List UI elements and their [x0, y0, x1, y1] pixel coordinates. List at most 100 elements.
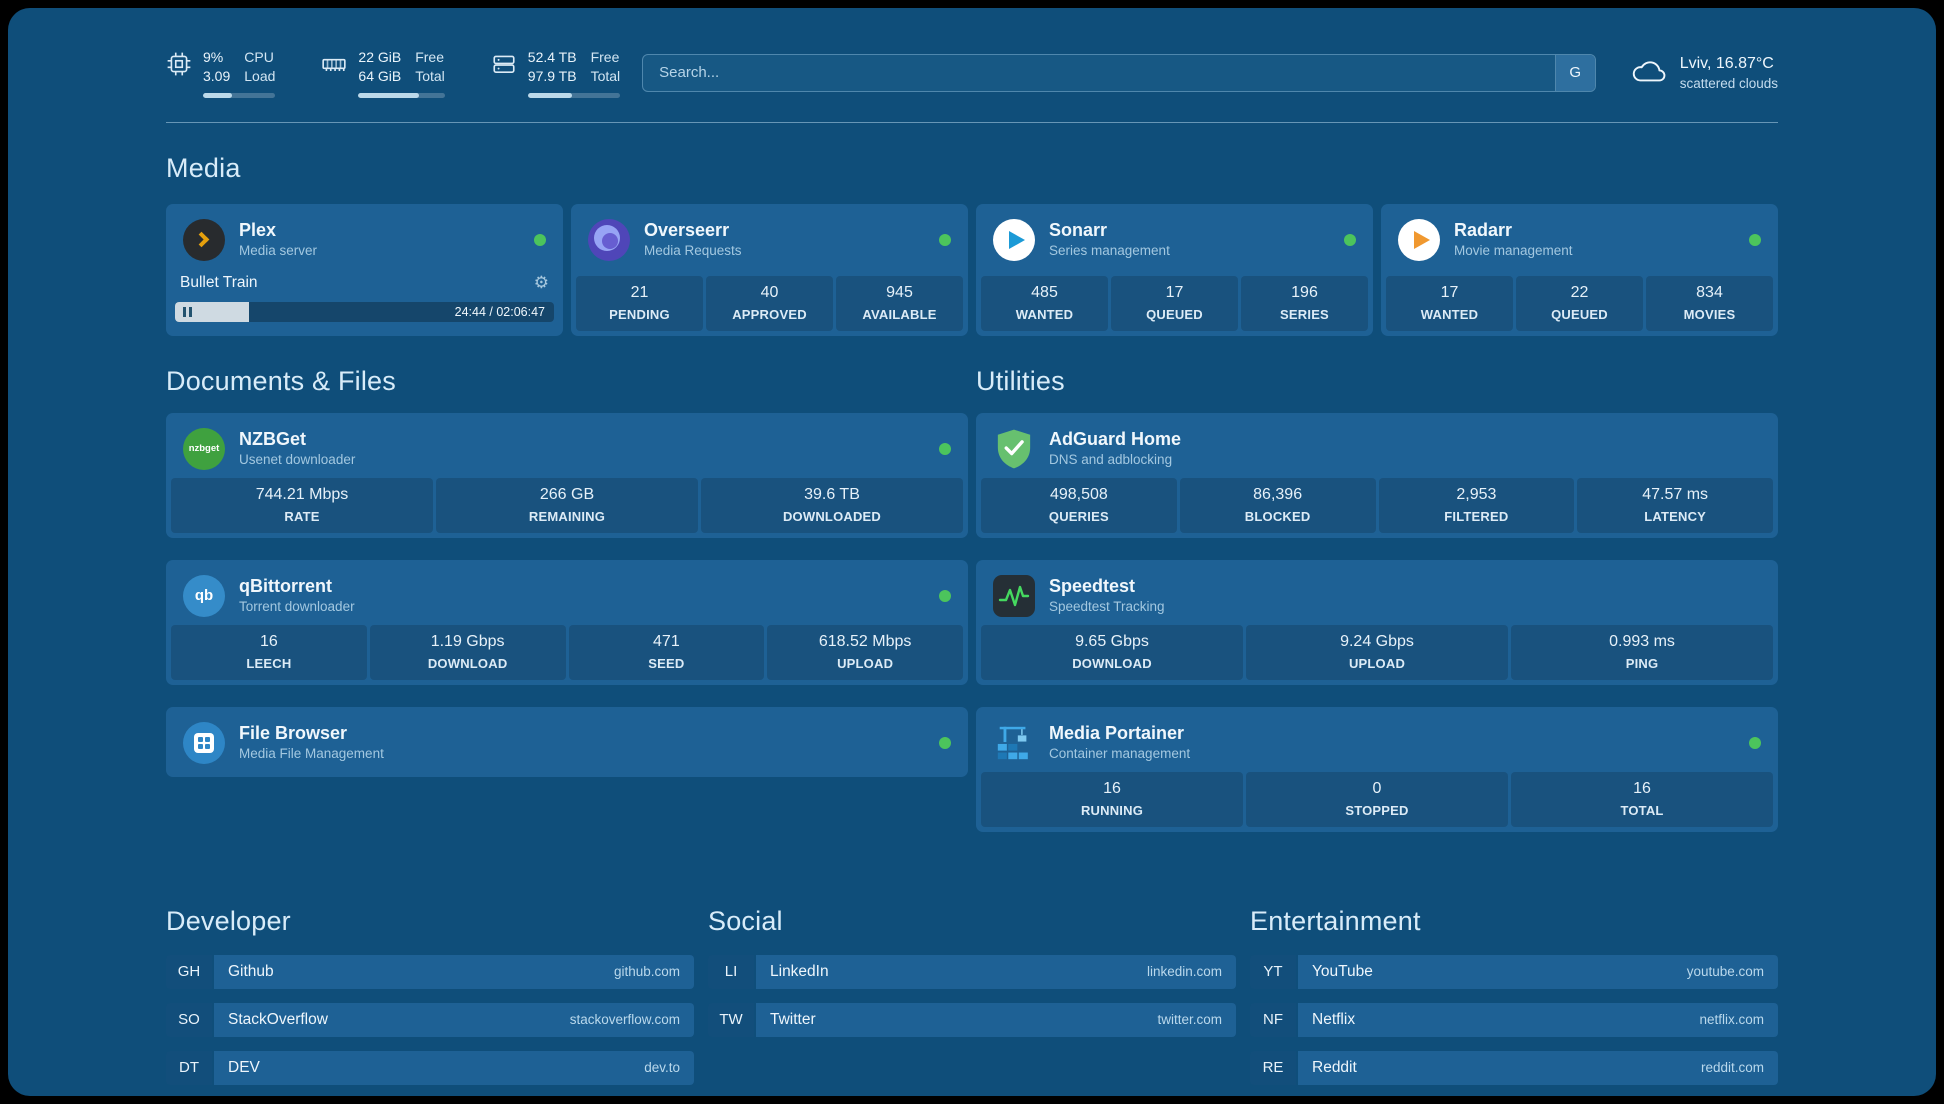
status-dot [939, 589, 951, 602]
bookmark-github[interactable]: GH Github github.com [166, 954, 694, 989]
service-stats: 485 WANTED 17 QUEUED 196 SERIES [981, 275, 1368, 331]
service-card-portainer[interactable]: Media Portainer Container management 16 … [976, 706, 1778, 832]
service-stats: 744.21 Mbps RATE 266 GB REMAINING 39.6 T… [171, 477, 963, 533]
stat-running: 16 RUNNING [981, 771, 1243, 827]
bookmark-twitter[interactable]: TW Twitter twitter.com [708, 1002, 1236, 1037]
disk-metric-body: 52.4 TB 97.9 TB Free Total [527, 48, 621, 98]
bookmark-stackoverflow[interactable]: SO StackOverflow stackoverflow.com [166, 1002, 694, 1037]
ram-icon [321, 51, 347, 82]
bookmark-url: youtube.com [1686, 964, 1764, 980]
stat-queued: 22 QUEUED [1516, 275, 1643, 331]
status-dot [534, 233, 546, 246]
ram-total-value: 64 GiB [358, 68, 402, 85]
service-card-speedtest[interactable]: Speedtest Speedtest Tracking 9.65 Gbps D… [976, 559, 1778, 685]
weather-condition: scattered clouds [1679, 75, 1778, 91]
stat-remaining: 266 GB REMAINING [436, 477, 698, 533]
service-card-radarr[interactable]: Radarr Movie management 17 WANTED 22 QUE… [1381, 203, 1778, 336]
bookmark-name: DEV [228, 1058, 260, 1076]
service-subtitle: Usenet downloader [239, 452, 356, 468]
stat-wanted: 485 WANTED [981, 275, 1108, 331]
service-card-sonarr[interactable]: Sonarr Series management 485 WANTED 17 Q… [976, 203, 1373, 336]
service-card-filebrowser[interactable]: File Browser Media File Management [166, 706, 968, 777]
status-dot [939, 233, 951, 246]
search-input[interactable] [643, 54, 1555, 91]
service-name: Plex [239, 220, 277, 241]
overseerr-icon [588, 218, 630, 261]
disk-free-value: 52.4 TB [527, 49, 577, 65]
stat-available: 945 AVAILABLE [836, 275, 963, 331]
bookmark-linkedin[interactable]: LI LinkedIn linkedin.com [708, 954, 1236, 989]
bookmark-name: YouTube [1312, 962, 1373, 980]
adguard-icon [993, 428, 1035, 470]
service-name: Speedtest [1049, 576, 1136, 597]
service-subtitle: DNS and adblocking [1049, 452, 1173, 468]
bookmark-abbr: YT [1250, 954, 1296, 989]
cpu-loadavg-value: 3.09 [203, 68, 231, 85]
service-stats: 9.65 Gbps DOWNLOAD 9.24 Gbps UPLOAD 0.99… [981, 624, 1773, 680]
service-card-plex[interactable]: Plex Media server Bullet Train ⚙ 24:44 /… [166, 203, 563, 336]
stat-series: 196 SERIES [1241, 275, 1368, 331]
bookmark-name: Twitter [770, 1010, 816, 1028]
cpu-load-label: Load [244, 68, 276, 85]
now-playing-row: Bullet Train ⚙ [171, 269, 558, 293]
section-utilities: Utilities AdGuard Home DNS and adblocki [976, 366, 1778, 854]
bookmark-reddit[interactable]: RE Reddit reddit.com [1250, 1050, 1778, 1085]
service-card-adguard[interactable]: AdGuard Home DNS and adblocking 498,508 … [976, 412, 1778, 538]
status-dot [1749, 233, 1761, 246]
disk-free-label: Free [590, 49, 620, 65]
stat-wanted: 17 WANTED [1386, 275, 1513, 331]
search-engine-button[interactable]: G [1554, 54, 1595, 91]
bookmarks-entertainment: Entertainment YT YouTube youtube.com NF … [1250, 906, 1778, 1096]
ram-free-label: Free [415, 49, 445, 65]
speedtest-icon [993, 574, 1035, 617]
topbar: 9% 3.09 CPU Load [166, 48, 1778, 98]
disk-total-label: Total [590, 68, 621, 85]
weather-widget[interactable]: Lviv, 16.87°C scattered clouds [1630, 55, 1778, 91]
stat-filtered: 2,953 FILTERED [1378, 477, 1575, 533]
bookmark-abbr: TW [708, 1002, 754, 1037]
section-title-social: Social [708, 905, 783, 936]
bookmark-url: dev.to [644, 1060, 680, 1076]
pause-icon[interactable] [183, 306, 192, 317]
service-name: Media Portainer [1049, 723, 1185, 744]
bookmark-youtube[interactable]: YT YouTube youtube.com [1250, 954, 1778, 989]
disk-total-value: 97.9 TB [527, 68, 577, 85]
service-subtitle: Media Requests [644, 243, 742, 259]
stat-rate: 744.21 Mbps RATE [171, 477, 433, 533]
section-title-entertainment: Entertainment [1250, 905, 1421, 936]
service-subtitle: Series management [1049, 243, 1170, 259]
ram-metric: 22 GiB 64 GiB Free Total [321, 48, 445, 98]
service-card-qbittorrent[interactable]: qb qBittorrent Torrent downloader 16 LEE… [166, 559, 968, 685]
plex-icon [183, 218, 225, 261]
service-name: AdGuard Home [1049, 429, 1182, 450]
service-stats: 16 RUNNING 0 STOPPED 16 TOTAL [981, 771, 1773, 827]
section-media: Media Plex Media server Bullet Train [166, 153, 1778, 336]
weather-location: Lviv, 16.87°C [1679, 54, 1774, 72]
service-subtitle: Movie management [1454, 243, 1573, 259]
bookmark-abbr: RE [1250, 1050, 1296, 1085]
stat-total: 16 TOTAL [1511, 771, 1773, 827]
service-card-overseerr[interactable]: Overseerr Media Requests 21 PENDING 40 A… [571, 203, 968, 336]
bookmark-dev[interactable]: DT DEV dev.to [166, 1050, 694, 1085]
now-playing-title: Bullet Train [180, 273, 258, 291]
gear-icon[interactable]: ⚙ [533, 272, 549, 292]
cpu-progress-bar [203, 92, 276, 98]
service-subtitle: Media File Management [239, 746, 384, 762]
ram-free-value: 22 GiB [358, 49, 402, 65]
bookmark-name: Netflix [1312, 1010, 1356, 1028]
section-title-utilities: Utilities [976, 365, 1065, 396]
service-name: qBittorrent [239, 576, 332, 597]
status-dot [939, 736, 951, 749]
cloud-icon [1630, 55, 1668, 90]
status-dot [939, 442, 951, 455]
cpu-icon [166, 51, 192, 82]
bookmark-netflix[interactable]: NF Netflix netflix.com [1250, 1002, 1778, 1037]
playback-progress-bar[interactable]: 24:44 / 02:06:47 [175, 301, 554, 322]
service-stats: 498,508 QUERIES 86,396 BLOCKED 2,953 FIL… [981, 477, 1773, 533]
service-card-nzbget[interactable]: nzbget NZBGet Usenet downloader 744.21 M… [166, 412, 968, 538]
dashboard: 9% 3.09 CPU Load [8, 8, 1936, 1096]
content-container: 9% 3.09 CPU Load [166, 8, 1778, 1096]
cpu-metric-body: 9% 3.09 CPU Load [203, 48, 276, 98]
service-stats: 16 LEECH 1.19 Gbps DOWNLOAD 471 SEED 6 [171, 624, 963, 680]
bookmark-url: netflix.com [1699, 1012, 1764, 1028]
